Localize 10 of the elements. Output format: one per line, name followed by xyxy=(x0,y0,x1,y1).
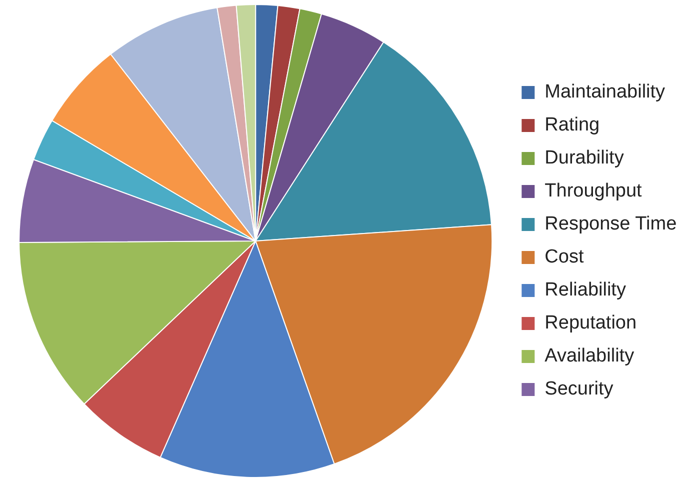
legend-label: Throughput xyxy=(544,180,643,202)
legend-label: Cost xyxy=(544,246,584,268)
legend-label: Reputation xyxy=(544,312,637,334)
legend-label: Availability xyxy=(544,346,635,367)
legend-label: Durability xyxy=(544,148,624,169)
legend-label: Reliability xyxy=(544,280,626,301)
legend-label: Rating xyxy=(544,114,600,136)
legend-label: Maintainability xyxy=(544,82,666,103)
legend-label: Security xyxy=(544,378,614,400)
legend-label: Response Time xyxy=(544,214,677,235)
